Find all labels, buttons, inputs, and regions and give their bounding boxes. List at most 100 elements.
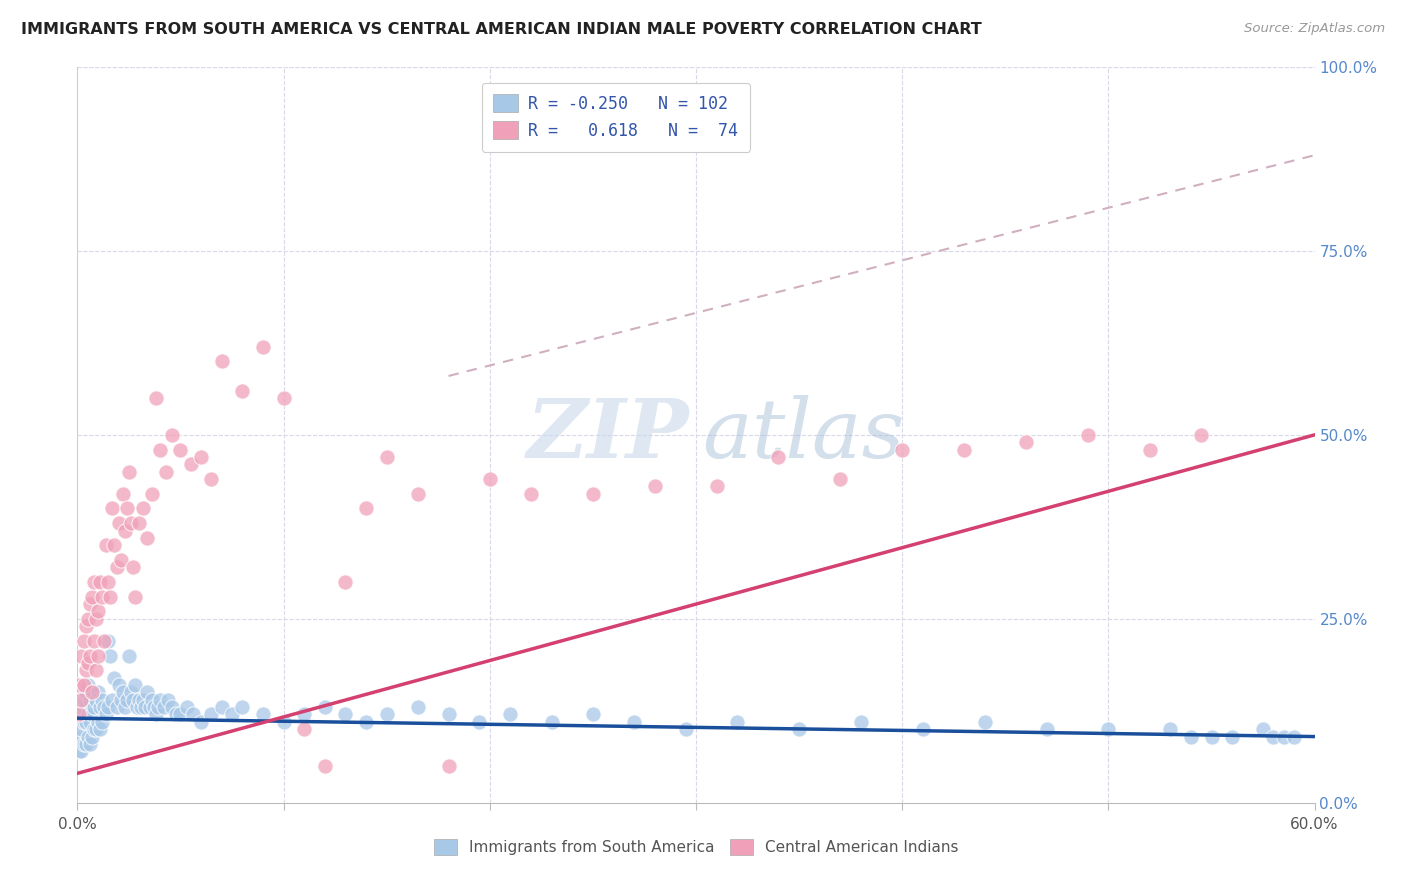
Point xyxy=(75,737,97,751)
Point xyxy=(132,692,155,706)
Point xyxy=(75,619,97,633)
Point xyxy=(136,531,159,545)
Point xyxy=(67,678,90,692)
Point xyxy=(67,707,90,722)
Point xyxy=(76,707,98,722)
Point xyxy=(314,759,336,773)
Point xyxy=(231,700,253,714)
Point xyxy=(145,391,167,405)
Point xyxy=(75,685,97,699)
Point xyxy=(165,707,187,722)
Point xyxy=(97,575,120,590)
Point xyxy=(83,575,105,590)
Point xyxy=(180,457,202,471)
Point xyxy=(91,590,114,604)
Point xyxy=(79,692,101,706)
Point xyxy=(437,759,460,773)
Point xyxy=(120,685,142,699)
Point xyxy=(115,692,138,706)
Point xyxy=(200,472,222,486)
Point xyxy=(84,612,107,626)
Point xyxy=(70,744,93,758)
Point xyxy=(973,714,995,729)
Point xyxy=(122,560,145,574)
Point xyxy=(84,692,107,706)
Point xyxy=(1272,730,1295,744)
Point xyxy=(89,723,111,737)
Point xyxy=(72,692,94,706)
Point xyxy=(375,450,398,464)
Point xyxy=(93,633,115,648)
Text: ZIP: ZIP xyxy=(527,395,690,475)
Point xyxy=(478,472,501,486)
Point xyxy=(142,700,165,714)
Point xyxy=(110,553,132,567)
Point xyxy=(110,692,132,706)
Point xyxy=(138,700,160,714)
Point xyxy=(84,664,107,678)
Point xyxy=(1139,442,1161,457)
Point xyxy=(153,700,176,714)
Point xyxy=(176,700,198,714)
Point xyxy=(160,700,183,714)
Point xyxy=(273,391,295,405)
Point xyxy=(89,700,111,714)
Point xyxy=(644,479,666,493)
Point xyxy=(67,707,90,722)
Point xyxy=(80,685,103,699)
Point xyxy=(1263,730,1285,744)
Point xyxy=(84,723,107,737)
Point xyxy=(252,340,274,354)
Point xyxy=(292,707,315,722)
Point xyxy=(190,714,212,729)
Point xyxy=(91,692,114,706)
Text: Source: ZipAtlas.com: Source: ZipAtlas.com xyxy=(1244,22,1385,36)
Point xyxy=(1159,723,1181,737)
Point xyxy=(79,714,101,729)
Point xyxy=(70,648,93,663)
Point xyxy=(146,700,169,714)
Point xyxy=(1097,723,1119,737)
Point xyxy=(83,700,105,714)
Point xyxy=(80,707,103,722)
Point xyxy=(124,590,146,604)
Point xyxy=(75,714,97,729)
Point xyxy=(582,487,605,501)
Point xyxy=(787,723,810,737)
Point xyxy=(335,707,357,722)
Point xyxy=(124,678,146,692)
Point xyxy=(292,723,315,737)
Point xyxy=(157,692,180,706)
Point xyxy=(76,656,98,670)
Point xyxy=(118,648,141,663)
Point xyxy=(107,516,129,530)
Point xyxy=(155,465,177,479)
Point xyxy=(72,737,94,751)
Point xyxy=(101,501,124,516)
Point xyxy=(98,648,121,663)
Point xyxy=(87,648,110,663)
Point xyxy=(127,700,149,714)
Point xyxy=(122,692,145,706)
Point xyxy=(830,472,852,486)
Point xyxy=(1282,730,1305,744)
Point xyxy=(221,707,243,722)
Point xyxy=(540,714,562,729)
Point xyxy=(107,678,129,692)
Point xyxy=(120,516,142,530)
Point xyxy=(891,442,914,457)
Point xyxy=(72,714,94,729)
Point xyxy=(314,700,336,714)
Point xyxy=(93,700,115,714)
Point xyxy=(623,714,645,729)
Point xyxy=(1189,427,1212,442)
Point xyxy=(134,700,156,714)
Point xyxy=(83,633,105,648)
Point xyxy=(231,384,253,398)
Point xyxy=(87,605,110,619)
Point xyxy=(273,714,295,729)
Point xyxy=(499,707,522,722)
Point xyxy=(582,707,605,722)
Point xyxy=(169,442,191,457)
Point xyxy=(141,487,163,501)
